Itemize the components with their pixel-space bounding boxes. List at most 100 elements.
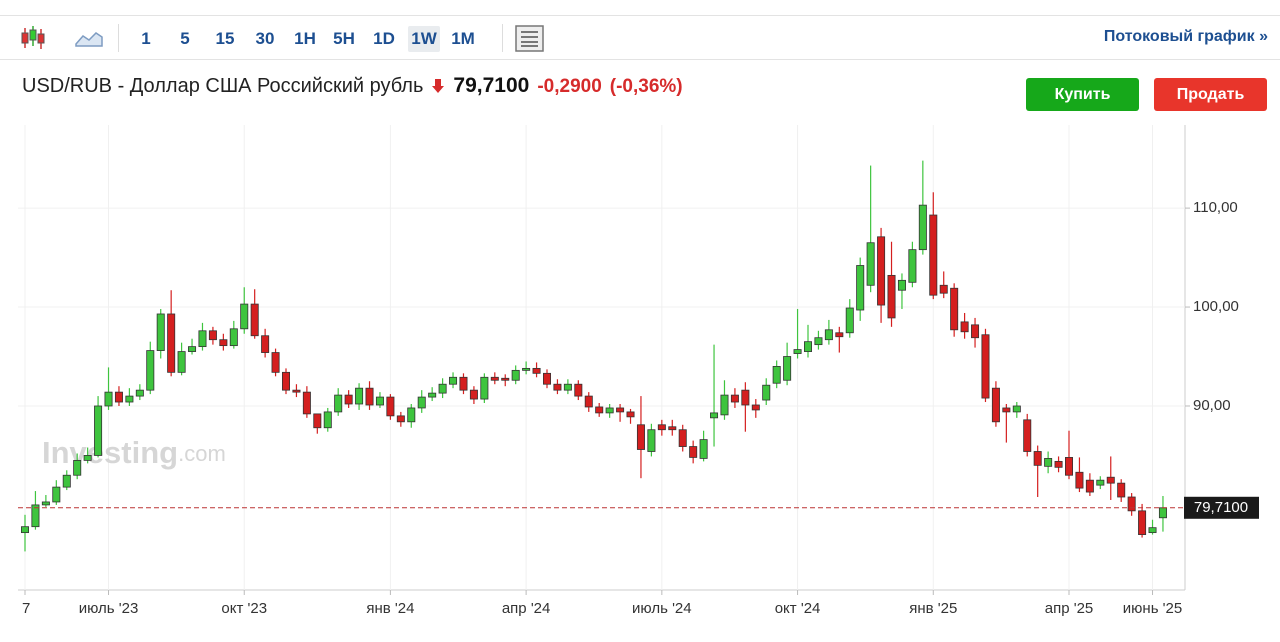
candle-body bbox=[167, 313, 176, 373]
divider bbox=[118, 24, 119, 52]
interval-button[interactable]: 5 bbox=[180, 29, 190, 48]
candle-body bbox=[229, 328, 238, 347]
candle-body bbox=[302, 391, 311, 415]
candle-body bbox=[689, 446, 698, 458]
y-tick-label: 100,00 bbox=[1193, 298, 1239, 315]
candle-body bbox=[960, 321, 969, 333]
candle-body bbox=[1075, 471, 1084, 489]
toolbar: 1 5 15 30 1H 5H 1D 1W 1M Потоковый график » bbox=[0, 15, 1280, 60]
candle-body bbox=[866, 242, 875, 286]
quote-header: USD/RUB - Доллар США Российский рубль 79… bbox=[22, 74, 683, 98]
divider bbox=[502, 24, 503, 52]
candle-body bbox=[720, 394, 729, 416]
candle-body bbox=[616, 407, 625, 413]
candle-body bbox=[1044, 458, 1053, 467]
x-tick-label: окт '24 bbox=[775, 600, 821, 617]
candle-body bbox=[668, 426, 677, 431]
candle-body bbox=[1117, 482, 1126, 498]
candle-body bbox=[438, 383, 447, 394]
candle-body bbox=[522, 367, 531, 371]
interval-button[interactable]: 1W bbox=[408, 26, 440, 52]
candle-body bbox=[52, 486, 61, 503]
buy-button[interactable]: Купить bbox=[1026, 78, 1139, 111]
candle-body bbox=[73, 459, 82, 476]
x-tick-label: июнь '25 bbox=[1123, 600, 1182, 617]
watermark-suffix: .com bbox=[178, 441, 226, 466]
candle-body bbox=[950, 287, 959, 331]
candle-body bbox=[219, 339, 228, 347]
last-price-tag bbox=[1184, 496, 1259, 519]
x-tick-label: июль '23 bbox=[79, 600, 139, 617]
interval-button[interactable]: 30 bbox=[255, 29, 275, 48]
interval-button[interactable]: 1D bbox=[373, 29, 395, 48]
candle-body bbox=[824, 329, 833, 341]
candle-body bbox=[939, 284, 948, 294]
candle-body bbox=[605, 407, 614, 414]
candle-body bbox=[261, 335, 270, 353]
candle-body bbox=[240, 303, 249, 330]
candle-body bbox=[1085, 479, 1094, 493]
candle-body bbox=[563, 383, 572, 391]
interval-button[interactable]: 1M bbox=[451, 29, 475, 48]
candle-body bbox=[751, 404, 760, 411]
candle-body bbox=[772, 366, 781, 384]
candle-body bbox=[1158, 507, 1167, 519]
y-tick-label: 110,00 bbox=[1193, 199, 1238, 216]
candle-body bbox=[1023, 419, 1032, 452]
candle-body bbox=[480, 376, 489, 400]
candle-body bbox=[626, 411, 635, 418]
x-tick-label: июль '24 bbox=[632, 600, 692, 617]
change-percent: (-0,36%) bbox=[609, 76, 683, 97]
candle-body bbox=[918, 204, 927, 251]
candle-body bbox=[532, 367, 541, 374]
change: -0,2900 bbox=[537, 76, 602, 97]
area-icon[interactable] bbox=[74, 28, 104, 48]
candle-icon[interactable] bbox=[18, 24, 48, 52]
candle-body bbox=[730, 394, 739, 403]
candle-body bbox=[845, 307, 854, 334]
candle-body bbox=[1127, 496, 1136, 512]
candle-body bbox=[835, 332, 844, 338]
interval-button[interactable]: 1 bbox=[141, 29, 151, 48]
candle-body bbox=[1148, 527, 1157, 534]
candle-body bbox=[104, 391, 113, 407]
candle-body bbox=[595, 406, 604, 414]
candle-body bbox=[574, 383, 583, 397]
candle-body bbox=[1065, 457, 1074, 476]
candle-body bbox=[490, 376, 499, 381]
candle-body bbox=[1054, 460, 1063, 468]
candle-body bbox=[188, 346, 197, 352]
candle-body bbox=[313, 413, 322, 429]
candle-body bbox=[125, 395, 134, 403]
candle-body bbox=[991, 387, 1000, 423]
candle-body bbox=[365, 387, 374, 406]
candle-body bbox=[208, 330, 217, 341]
stream-link[interactable]: Потоковый график » bbox=[1103, 28, 1268, 45]
candle-body bbox=[1012, 405, 1021, 413]
candle-body bbox=[511, 369, 520, 381]
candle-body bbox=[699, 439, 708, 459]
candle-body bbox=[678, 429, 687, 447]
layout-icon[interactable] bbox=[515, 25, 545, 53]
y-tick-label: 90,00 bbox=[1193, 397, 1231, 414]
candle-body bbox=[417, 396, 426, 409]
candle-body bbox=[814, 337, 823, 346]
instrument-title: USD/RUB - Доллар США Российский рубль bbox=[22, 75, 424, 97]
interval-button[interactable]: 15 bbox=[215, 29, 235, 48]
candle-body bbox=[396, 415, 405, 423]
candle-body bbox=[908, 249, 917, 283]
candle-body bbox=[386, 396, 395, 417]
candle-body bbox=[1002, 407, 1011, 413]
candle-body bbox=[929, 214, 938, 296]
sell-button[interactable]: Продать bbox=[1154, 78, 1267, 111]
candle-body bbox=[636, 424, 645, 450]
interval-button[interactable]: 1H bbox=[294, 29, 316, 48]
candle-body bbox=[762, 384, 771, 401]
interval-button[interactable]: 5H bbox=[333, 29, 355, 48]
candle-body bbox=[281, 371, 290, 391]
down-arrow bbox=[432, 79, 445, 93]
candle-body bbox=[83, 455, 92, 461]
x-tick-label: 7 bbox=[22, 600, 30, 617]
candle-body bbox=[428, 392, 437, 398]
